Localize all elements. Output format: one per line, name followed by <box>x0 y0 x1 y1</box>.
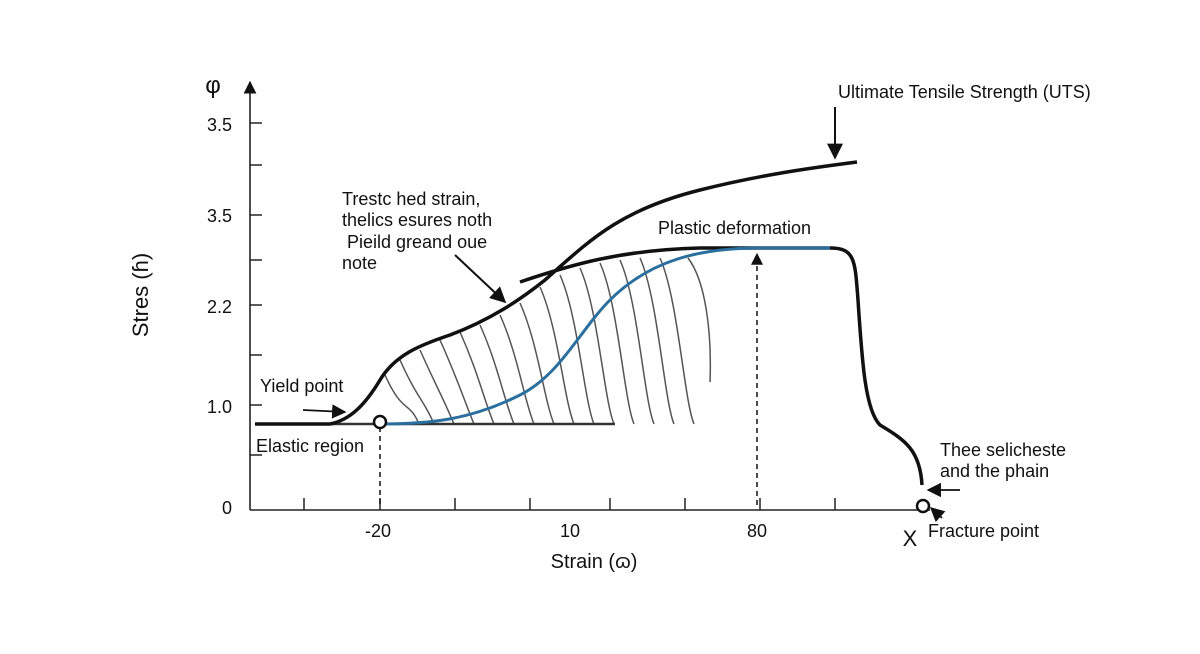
y-tick-label: 2.2 <box>207 297 232 317</box>
annotation: Elastic region <box>256 436 364 456</box>
annotation: note <box>342 253 377 273</box>
fan-curve <box>459 331 495 425</box>
blue-curve <box>379 246 830 426</box>
x-tick-label: 10 <box>560 521 580 541</box>
annotation: Plastic deformation <box>658 218 811 238</box>
y-symbol: φ <box>205 72 221 99</box>
x-end-label: X <box>903 526 918 551</box>
annotation: Pieild greand oue <box>342 232 487 252</box>
fan-curve <box>539 286 575 425</box>
annotation: thelics esures noth <box>342 210 492 230</box>
fan-curve <box>384 374 420 425</box>
x-axis-label: Strain (ɷ) <box>551 551 638 573</box>
y-tick-label: 1.0 <box>207 397 232 417</box>
annotation: and the phain <box>940 461 1049 481</box>
fan-curve <box>639 257 675 425</box>
fan-curve <box>599 262 635 425</box>
fan-curve <box>619 259 655 425</box>
arrow <box>929 507 946 523</box>
fan-curve <box>659 257 695 425</box>
stress-curve <box>255 160 858 426</box>
fan-curve <box>479 324 515 425</box>
yield-marker <box>372 414 388 430</box>
x-tick-label: -20 <box>365 521 391 541</box>
fan-curve <box>559 274 595 425</box>
fracture-marker <box>915 498 931 514</box>
annotation: Trestc hed strain, <box>342 189 480 209</box>
fan-curve <box>439 339 475 425</box>
annotation: Ultimate Tensile Strength (UTS) <box>838 82 1091 102</box>
fan-curve <box>687 257 712 383</box>
y-axis-label: Stres (ɦ) <box>128 253 153 337</box>
arrow <box>454 254 507 304</box>
fan-curve <box>519 302 555 425</box>
necking-curve <box>519 246 924 486</box>
fan-curve <box>499 314 535 425</box>
fan-curve <box>579 267 615 425</box>
arrow <box>302 404 347 419</box>
annotation: Thee selicheste <box>940 440 1066 460</box>
y-tick-label: 3.5 <box>207 115 232 135</box>
fan-curve <box>399 359 435 425</box>
x-tick-label: 80 <box>747 521 767 541</box>
curves <box>243 80 960 523</box>
annotation: Yield point <box>260 376 343 396</box>
y-tick-label: 0 <box>222 498 232 518</box>
annotation: Fracture point <box>928 521 1039 541</box>
y-tick-label: 3.5 <box>207 206 232 226</box>
